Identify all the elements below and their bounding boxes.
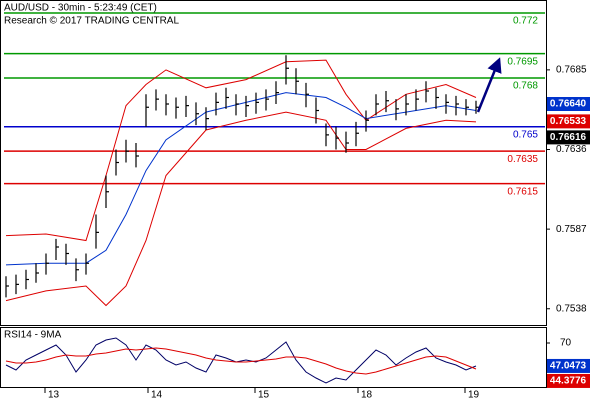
main-panel: [0, 0, 547, 326]
y-tick-label: 70: [560, 338, 572, 349]
level-label: 0.7635: [507, 154, 538, 165]
x-tick-label: 14: [151, 390, 163, 400]
rsi-line: [5, 337, 477, 384]
x-tick-label: 19: [468, 390, 480, 400]
price-marker: [547, 130, 590, 145]
level-label: 0.768: [513, 81, 538, 92]
band-line: [5, 111, 477, 307]
x-tick-label: 15: [258, 390, 270, 400]
price-marker: [547, 97, 590, 111]
y-tick-label: 0.7587: [556, 224, 587, 235]
level-label: 0.7615: [507, 186, 538, 197]
rsi-title: RSI14 - 9MA: [4, 330, 62, 341]
value-marker-label: 47.0473: [550, 361, 587, 372]
price-marker-label: 0.76616: [550, 132, 587, 143]
price-marker: [547, 114, 590, 129]
plot-layer: 0.7538 0.7587 0.7636 0.7685 0.772 0.7695 0.768…: [4, 12, 590, 400]
y-tick-label: 0.7685: [556, 65, 587, 76]
rsi-line: [5, 347, 477, 375]
x-tick-label: 18: [361, 390, 373, 400]
x-tick-label: 13: [48, 390, 60, 400]
level-label: 0.772: [513, 16, 538, 27]
value-marker: [547, 373, 590, 388]
value-marker: [547, 358, 590, 373]
y-tick-label: 0.7538: [556, 303, 587, 314]
price-marker-label: 0.76533: [550, 116, 587, 127]
chart-title: AUD/USD - 30min - 5:23:49 (CET): [4, 3, 157, 14]
level-label: 0.7695: [507, 56, 538, 67]
chart-subtitle: Research © 2017 TRADING CENTRAL: [4, 16, 179, 27]
price-marker-label: 0.76640: [550, 99, 587, 110]
forecast-arrow: [476, 57, 502, 113]
value-marker-label: 44.3776: [550, 376, 587, 387]
level-label: 0.765: [513, 129, 538, 140]
rsi-panel: [0, 327, 547, 388]
y-tick-label: 0.7636: [556, 144, 587, 155]
